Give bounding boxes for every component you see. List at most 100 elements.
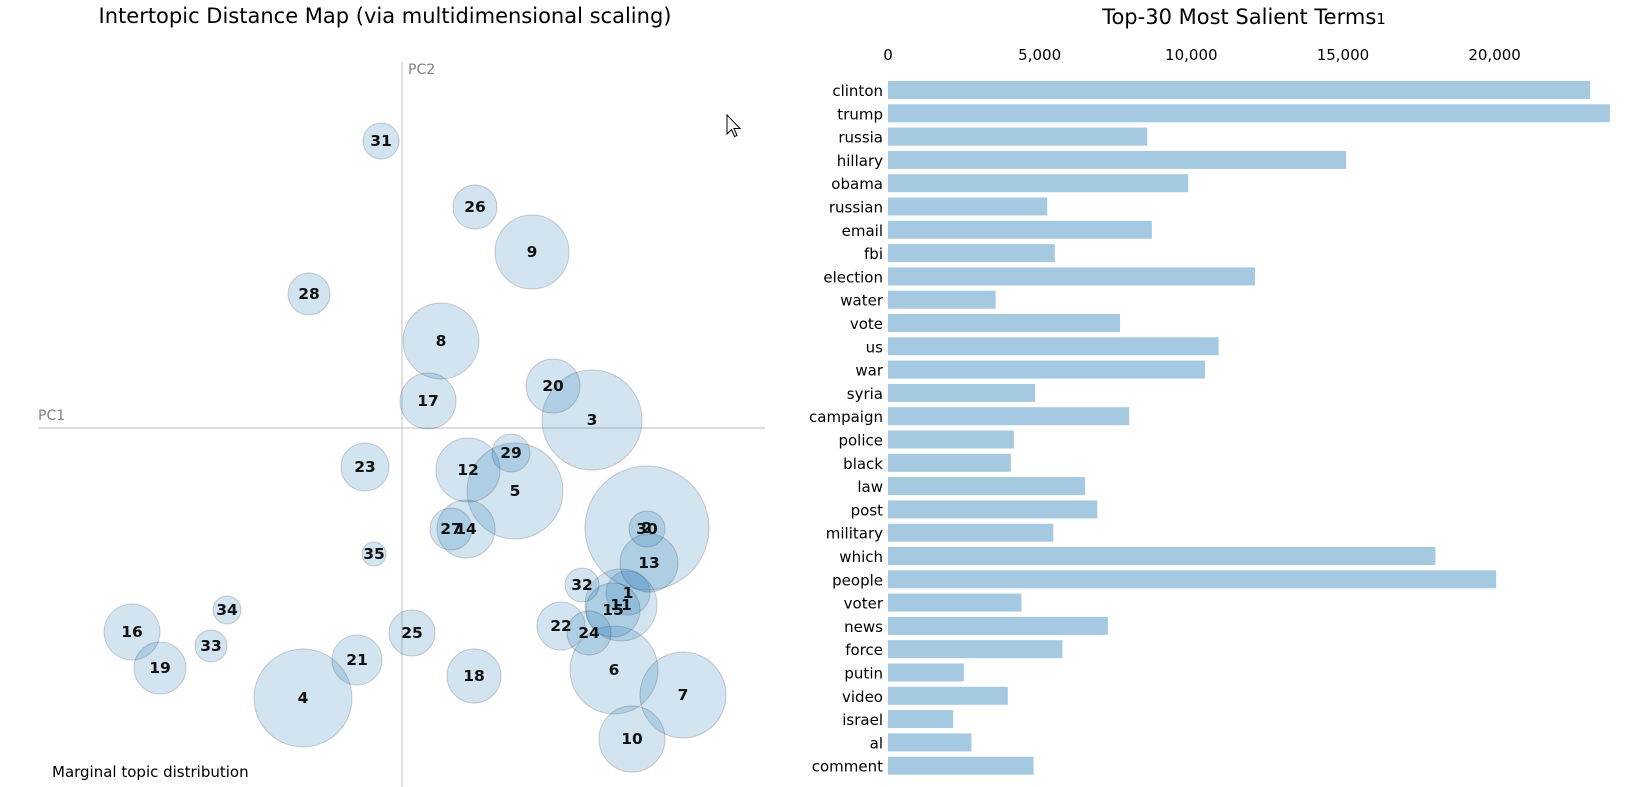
topic-circle-33[interactable] <box>194 629 228 663</box>
topic-circle-27[interactable] <box>429 507 473 551</box>
term-label-post[interactable]: post <box>851 501 884 519</box>
term-bar-russia[interactable] <box>888 127 1148 146</box>
term-bar-putin[interactable] <box>888 663 964 682</box>
term-label-israel[interactable]: israel <box>842 711 883 729</box>
topic-circle-14[interactable] <box>436 499 496 559</box>
term-bar-syria[interactable] <box>888 383 1036 402</box>
term-label-syria[interactable]: syria <box>847 385 883 403</box>
term-label-people[interactable]: people <box>832 571 883 589</box>
term-label-campaign[interactable]: campaign <box>809 408 883 426</box>
term-label-war[interactable]: war <box>855 362 883 380</box>
topic-circle-32[interactable] <box>564 567 600 603</box>
term-bar-people[interactable] <box>888 570 1497 589</box>
topic-circle-19[interactable] <box>133 641 187 695</box>
term-label-water[interactable]: water <box>840 292 884 310</box>
topic-circle-25[interactable] <box>388 609 436 657</box>
term-label-vote[interactable]: vote <box>850 315 883 333</box>
term-bar-email[interactable] <box>888 220 1152 239</box>
term-bar-which[interactable] <box>888 547 1436 565</box>
topic-circle-7[interactable] <box>639 651 727 739</box>
term-bar-us[interactable] <box>888 337 1219 356</box>
x-axis-ticks: 0 5,000 10,000 15,000 20,000 <box>883 46 1521 64</box>
topic-circle-28[interactable] <box>287 272 331 316</box>
term-label-force[interactable]: force <box>845 641 883 659</box>
term-bar-trump[interactable] <box>888 104 1610 123</box>
topic-circle-18[interactable] <box>446 648 502 704</box>
term-bar-military[interactable] <box>888 523 1054 542</box>
topic-circle-3[interactable] <box>541 369 643 471</box>
term-label-us[interactable]: us <box>866 338 884 356</box>
topic-circle-23[interactable] <box>340 442 390 492</box>
term-label-comment[interactable]: comment <box>812 758 883 776</box>
term-label-putin[interactable]: putin <box>844 665 883 683</box>
topic-circle-13[interactable] <box>619 533 679 593</box>
term-bar-obama[interactable] <box>888 174 1189 193</box>
term-label-video[interactable]: video <box>842 688 883 706</box>
topic-circle-21[interactable] <box>331 634 383 686</box>
term-label-black[interactable]: black <box>843 455 883 473</box>
topic-circle-12[interactable] <box>435 437 501 503</box>
term-label-al[interactable]: al <box>870 734 883 752</box>
term-label-which[interactable]: which <box>839 548 883 566</box>
term-bar-hillary[interactable] <box>888 150 1346 169</box>
term-bar-election[interactable] <box>888 267 1255 286</box>
term-bar-post[interactable] <box>888 500 1098 519</box>
term-bar-comment[interactable] <box>888 756 1034 775</box>
term-bar-video[interactable] <box>888 686 1008 705</box>
topic-label-32: 32 <box>571 576 593 594</box>
topic-circle-1[interactable] <box>605 570 651 616</box>
term-label-clinton[interactable]: clinton <box>832 82 883 100</box>
term-label-fbi[interactable]: fbi <box>864 245 883 263</box>
term-bar-fbi[interactable] <box>888 244 1055 263</box>
term-label-law[interactable]: law <box>857 478 883 496</box>
term-bar-israel[interactable] <box>888 710 954 729</box>
topic-circle-4[interactable] <box>253 648 353 748</box>
term-label-hillary[interactable]: hillary <box>837 152 883 170</box>
term-bar-law[interactable] <box>888 477 1086 496</box>
topic-label-5: 5 <box>510 482 521 500</box>
topic-circle-9[interactable] <box>494 214 570 290</box>
topic-label-1: 1 <box>623 584 634 602</box>
term-label-trump[interactable]: trump <box>837 105 883 123</box>
term-bar-al[interactable] <box>888 733 972 752</box>
term-bar-campaign[interactable] <box>888 407 1130 426</box>
term-bar-water[interactable] <box>888 290 996 309</box>
term-bar-force[interactable] <box>888 640 1063 659</box>
term-bar-news[interactable] <box>888 616 1108 635</box>
topic-circle-26[interactable] <box>452 184 498 230</box>
topic-circle-15[interactable] <box>585 582 641 638</box>
topic-circle-6[interactable] <box>569 625 659 715</box>
topic-circle-35[interactable] <box>361 541 387 567</box>
term-bar-voter[interactable] <box>888 593 1022 612</box>
term-label-obama[interactable]: obama <box>831 175 883 193</box>
x-tick-label-4: 20,000 <box>1468 46 1521 64</box>
topic-circle-8[interactable] <box>402 302 480 380</box>
term-bar-russian[interactable] <box>888 197 1048 216</box>
term-label-news[interactable]: news <box>844 618 883 636</box>
term-label-russian[interactable]: russian <box>829 199 883 217</box>
topic-circle-5[interactable] <box>466 442 564 540</box>
term-label-russia[interactable]: russia <box>838 129 883 147</box>
term-label-police[interactable]: police <box>838 432 883 450</box>
term-bar-war[interactable] <box>888 360 1205 379</box>
topic-circle-11[interactable] <box>584 568 658 642</box>
topic-circle-24[interactable] <box>566 610 612 656</box>
topic-circle-17[interactable] <box>399 372 457 430</box>
term-label-email[interactable]: email <box>842 222 883 240</box>
topic-circle-31[interactable] <box>362 122 400 160</box>
term-bar-clinton[interactable] <box>888 81 1591 99</box>
topic-circle-30[interactable] <box>628 510 666 548</box>
topic-circle-16[interactable] <box>103 603 161 661</box>
topic-circle-29[interactable] <box>491 433 531 473</box>
term-label-voter[interactable]: voter <box>844 595 884 613</box>
topic-circle-22[interactable] <box>536 601 586 651</box>
term-label-military[interactable]: military <box>826 525 883 543</box>
topic-circle-20[interactable] <box>525 358 581 414</box>
topic-circle-34[interactable] <box>212 595 242 625</box>
term-bar-police[interactable] <box>888 430 1014 449</box>
term-label-election[interactable]: election <box>823 268 883 286</box>
term-bar-black[interactable] <box>888 453 1011 472</box>
topic-circle-10[interactable] <box>598 705 666 773</box>
topic-circle-2[interactable] <box>584 465 710 591</box>
term-bar-vote[interactable] <box>888 314 1121 332</box>
